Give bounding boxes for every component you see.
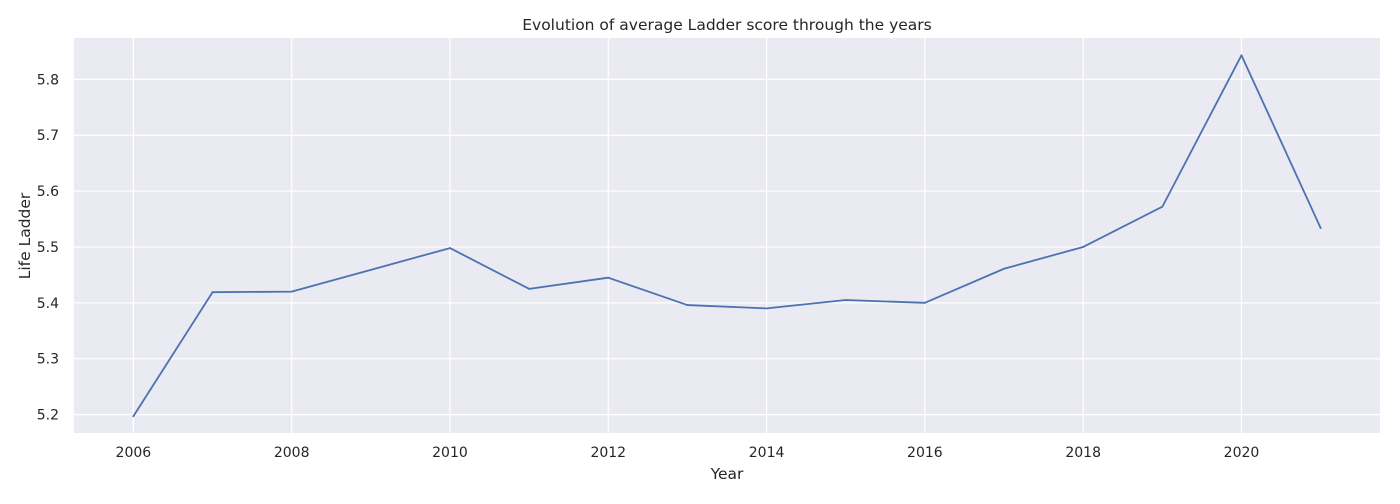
y-tick-label: 5.6 xyxy=(37,184,59,200)
data-point xyxy=(449,247,451,249)
y-tick-label: 5.3 xyxy=(37,352,59,368)
data-point xyxy=(687,304,689,306)
y-tick-label: 5.8 xyxy=(37,72,59,88)
x-axis-label: Year xyxy=(710,465,744,483)
data-point xyxy=(370,269,372,271)
data-point xyxy=(291,291,293,293)
y-axis-label: Life Ladder xyxy=(16,192,34,279)
y-tick-label: 5.5 xyxy=(37,240,59,256)
data-point xyxy=(1003,268,1005,270)
x-tick-label: 2012 xyxy=(590,445,626,461)
x-tick-label: 2014 xyxy=(749,445,785,461)
data-point xyxy=(1241,54,1243,56)
y-tick-label: 5.4 xyxy=(37,296,59,312)
data-point xyxy=(1082,246,1084,248)
x-tick-label: 2008 xyxy=(274,445,310,461)
data-point xyxy=(845,299,847,301)
x-tick-label: 2018 xyxy=(1065,445,1101,461)
chart-title: Evolution of average Ladder score throug… xyxy=(522,16,932,34)
x-tick-label: 2016 xyxy=(907,445,943,461)
x-tick-label: 2010 xyxy=(432,445,468,461)
plot-area xyxy=(74,38,1380,433)
data-point xyxy=(1320,227,1322,229)
data-point xyxy=(132,415,134,417)
data-point xyxy=(1161,206,1163,208)
x-tick-label: 2006 xyxy=(116,445,152,461)
data-point xyxy=(607,277,609,279)
data-point xyxy=(924,302,926,304)
data-point xyxy=(766,308,768,310)
x-tick-label: 2020 xyxy=(1224,445,1260,461)
y-tick-label: 5.7 xyxy=(37,128,59,144)
y-tick-label: 5.2 xyxy=(37,408,59,424)
data-point xyxy=(528,288,530,290)
data-point xyxy=(212,291,214,293)
